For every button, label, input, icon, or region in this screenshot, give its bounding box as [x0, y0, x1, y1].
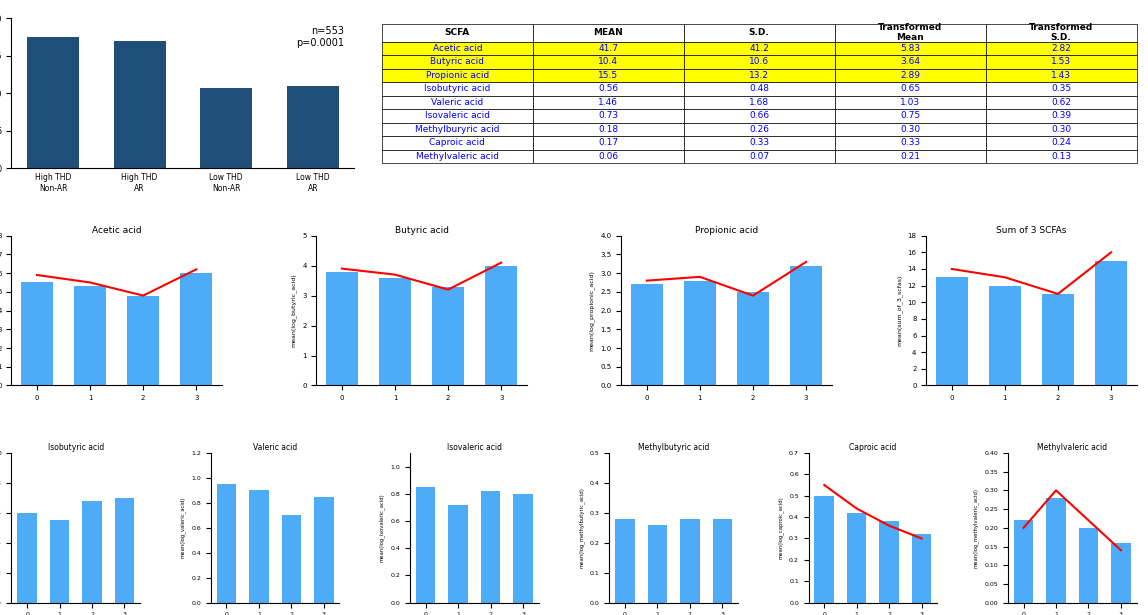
Bar — [481, 491, 501, 603]
Bar — [684, 280, 716, 386]
Bar — [513, 494, 533, 603]
Title: Acetic acid: Acetic acid — [92, 226, 141, 235]
Bar — [631, 284, 662, 386]
Bar — [287, 86, 339, 169]
Bar — [1014, 520, 1033, 603]
Bar — [49, 520, 69, 603]
Bar — [315, 496, 334, 603]
Bar — [281, 515, 301, 603]
Bar — [83, 501, 102, 603]
Title: Isobutyric acid: Isobutyric acid — [48, 443, 103, 452]
Bar — [326, 272, 358, 386]
Bar — [217, 484, 236, 603]
Bar — [1046, 498, 1065, 603]
Title: Valeric acid: Valeric acid — [253, 443, 297, 452]
Y-axis label: mean(log_valeric_acid): mean(log_valeric_acid) — [180, 497, 186, 558]
Title: Butyric acid: Butyric acid — [395, 226, 449, 235]
Title: Caproic acid: Caproic acid — [850, 443, 897, 452]
Title: Isovaleric acid: Isovaleric acid — [447, 443, 502, 452]
Bar — [1079, 528, 1099, 603]
Bar — [180, 273, 212, 386]
Bar — [432, 287, 464, 386]
Bar — [21, 282, 53, 386]
Bar — [416, 487, 435, 603]
Bar — [847, 513, 867, 603]
Y-axis label: mean(log_caproic_acid): mean(log_caproic_acid) — [778, 496, 783, 559]
Bar — [449, 505, 468, 603]
Bar — [879, 522, 899, 603]
Y-axis label: mean(log_methylbutyric_acid): mean(log_methylbutyric_acid) — [579, 487, 584, 568]
Bar — [200, 88, 253, 169]
Bar — [379, 277, 411, 386]
Bar — [1095, 261, 1127, 386]
Bar — [647, 525, 667, 603]
Bar — [936, 277, 968, 386]
Bar — [737, 292, 769, 386]
Title: Methylbutyric acid: Methylbutyric acid — [638, 443, 709, 452]
Bar — [115, 498, 134, 603]
Text: n=553
p=0.0001: n=553 p=0.0001 — [296, 26, 344, 47]
Bar — [912, 534, 931, 603]
Bar — [615, 519, 635, 603]
Bar — [713, 519, 732, 603]
Bar — [17, 513, 37, 603]
Bar — [127, 296, 160, 386]
Bar — [249, 490, 269, 603]
Y-axis label: mean(log_butyric_acid): mean(log_butyric_acid) — [290, 274, 296, 347]
Bar — [790, 266, 822, 386]
Y-axis label: mean(log_isovaleric_acid): mean(log_isovaleric_acid) — [379, 493, 385, 562]
Bar — [1111, 543, 1131, 603]
Bar — [680, 519, 699, 603]
Bar — [1042, 294, 1073, 386]
Bar — [486, 266, 517, 386]
Bar — [114, 41, 165, 169]
Y-axis label: mean(log_propionic_acid): mean(log_propionic_acid) — [589, 270, 595, 351]
Y-axis label: mean(log_methylvaleric_acid): mean(log_methylvaleric_acid) — [974, 488, 979, 568]
Bar — [814, 496, 833, 603]
Bar — [28, 37, 79, 169]
Y-axis label: mean(sum_of_3_scfas): mean(sum_of_3_scfas) — [897, 275, 902, 346]
Bar — [988, 285, 1021, 386]
Title: Methylvaleric acid: Methylvaleric acid — [1037, 443, 1108, 452]
Title: Sum of 3 SCFAs: Sum of 3 SCFAs — [996, 226, 1066, 235]
Title: Propionic acid: Propionic acid — [695, 226, 758, 235]
Bar — [75, 286, 106, 386]
